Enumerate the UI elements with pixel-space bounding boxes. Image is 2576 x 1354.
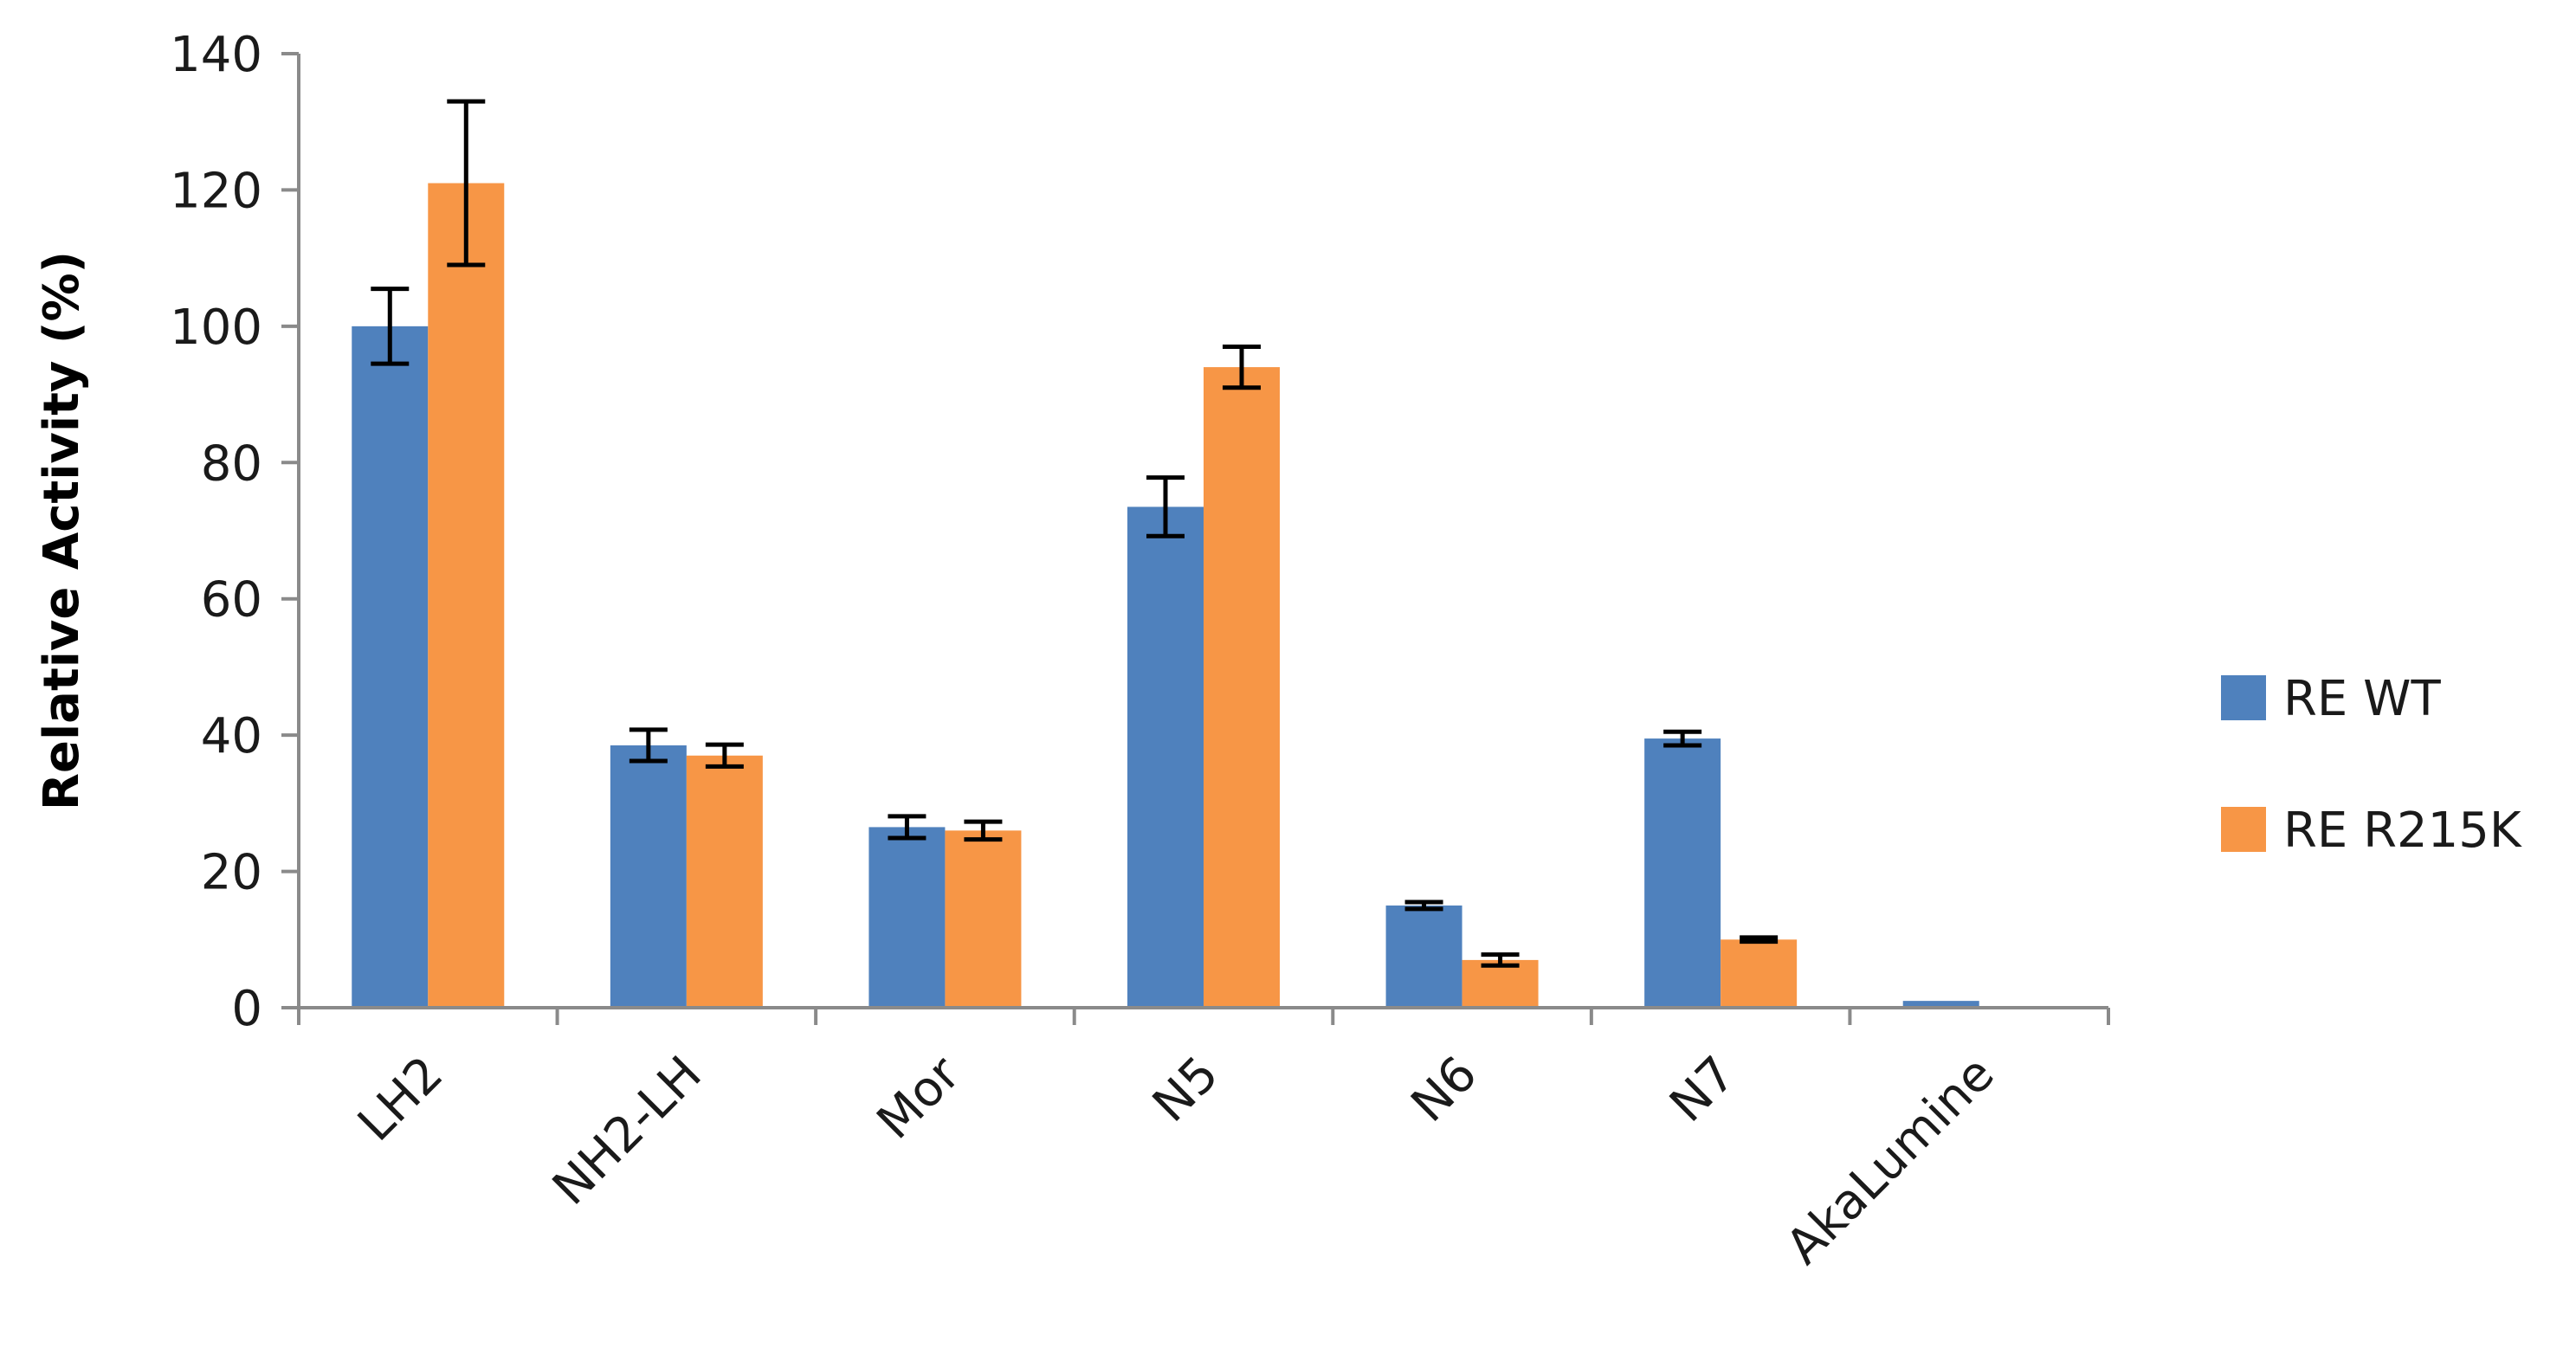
legend-swatch: [2221, 675, 2266, 720]
error-bars: [371, 99, 1779, 968]
bar: [945, 830, 1022, 1008]
error-bar: [705, 742, 744, 769]
y-tick-label: 0: [231, 981, 262, 1037]
y-tick-label: 120: [170, 163, 262, 219]
bar: [610, 745, 687, 1008]
x-tick-label: LH2: [347, 1046, 454, 1152]
bar: [352, 326, 429, 1008]
y-tick-label: 20: [201, 845, 262, 901]
bar: [686, 755, 763, 1008]
x-axis-ticks: LH2 NH2-LH Mor N5 N6 N7 AkaLumine: [297, 1008, 2110, 1275]
bar: [1644, 738, 1721, 1008]
error-bar: [371, 287, 410, 366]
y-tick-label: 100: [170, 300, 262, 356]
bar: [868, 827, 946, 1008]
x-tick-label: N7: [1659, 1046, 1746, 1133]
error-bar: [447, 99, 486, 268]
error-bar: [964, 819, 1003, 842]
y-axis-label: Relative Activity (%): [34, 251, 90, 810]
legend-label: RE WT: [2283, 671, 2441, 727]
x-tick-label: AkaLumine: [1776, 1046, 2005, 1275]
x-tick-label: N5: [1142, 1046, 1230, 1133]
y-tick-label: 80: [201, 435, 262, 492]
error-bar: [1223, 344, 1261, 390]
y-tick-label: 40: [201, 708, 262, 764]
legend-label: RE R215K: [2283, 803, 2522, 859]
error-bar: [888, 814, 926, 841]
bar: [428, 183, 505, 1009]
x-tick-label: Mor: [867, 1045, 972, 1150]
bar: [1462, 959, 1539, 1008]
bars: [352, 183, 1979, 1009]
error-bar: [1404, 899, 1443, 912]
bar: [1721, 939, 1798, 1008]
bar: [1902, 1001, 1979, 1008]
bar: [1127, 506, 1204, 1008]
error-bar: [1740, 935, 1779, 945]
x-tick-label: N6: [1401, 1046, 1488, 1133]
error-bar: [1146, 475, 1185, 538]
y-tick-label: 140: [170, 27, 262, 83]
y-axis-ticks: 0 20 40 60 80 100 120 140: [170, 27, 299, 1037]
bar: [1204, 367, 1280, 1009]
legend: RE WT RE R215K: [2221, 671, 2522, 859]
error-bar: [629, 727, 668, 764]
bar: [1385, 905, 1462, 1008]
x-tick-label: NH2-LH: [542, 1046, 713, 1216]
legend-swatch: [2221, 807, 2266, 852]
error-bar: [1663, 729, 1702, 748]
y-tick-label: 60: [201, 572, 262, 629]
error-bar: [1481, 952, 1520, 968]
